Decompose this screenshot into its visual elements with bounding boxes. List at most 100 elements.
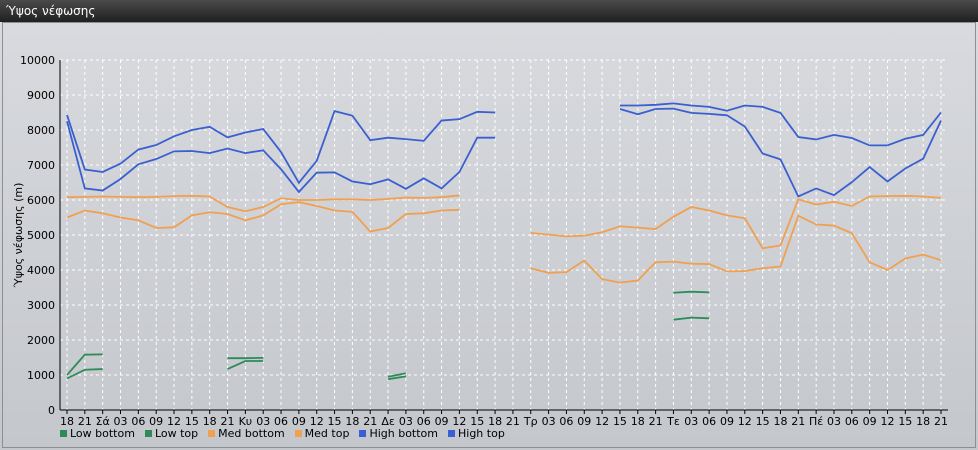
x-tick-label: 09 [292,415,306,428]
legend-item: High top [448,425,505,441]
legend-label: High bottom [369,426,438,440]
x-tick-label: 06 [417,415,431,428]
x-tick-label: 09 [863,415,877,428]
low-top-line [673,290,710,294]
chart-legend: Low bottom Low top Med bottom Med top High b… [60,425,505,441]
med-bottom-line [66,201,460,233]
x-tick-label: 18 [345,415,359,428]
x-tick-label: 21 [791,415,805,428]
low-top-line [66,353,103,376]
y-tick-label: 3000 [27,299,55,312]
y-tick-label: 4000 [27,264,55,277]
high-bottom-line [66,121,496,194]
x-tick-label: 12 [167,415,181,428]
y-tick-label: 7000 [27,159,55,172]
high-top-line [66,110,496,185]
x-tick-label: 21 [221,415,235,428]
x-tick-label: 12 [452,415,466,428]
x-tick-label: Κυ [239,415,253,428]
x-tick-label: 03 [827,415,841,428]
x-tick-label: 03 [114,415,128,428]
x-tick-label: 12 [595,415,609,428]
x-tick-label: 21 [78,415,92,428]
x-tick-label: Πέ [809,415,823,428]
x-tick-label: 06 [702,415,716,428]
x-tick-label: 21 [649,415,663,428]
x-tick-label: 12 [310,415,324,428]
x-tick-label: 03 [684,415,698,428]
x-tick-label: 15 [898,415,912,428]
x-tick-label: 06 [274,415,288,428]
legend-item: Low top [144,425,199,441]
window-title: Ύψος νέφωσης [0,0,978,22]
y-tick-label: 10000 [20,54,55,67]
low-bottom-line [387,375,407,381]
x-tick-label: Τρ [523,415,538,428]
x-tick-label: 06 [845,415,859,428]
x-tick-label: 15 [328,415,342,428]
y-tick-label: 2000 [27,334,55,347]
legend-swatch [359,429,367,437]
legend-swatch [294,429,302,437]
legend-label: High top [458,426,505,440]
x-tick-label: 03 [399,415,413,428]
low-top-line [387,372,407,378]
x-tick-label: 18 [631,415,645,428]
y-tick-label: 8000 [27,124,55,137]
y-tick-label: 6000 [27,194,55,207]
legend-label: Med top [304,426,350,440]
x-tick-label: 18 [916,415,930,428]
legend-swatch [448,429,455,437]
med-bottom-line [530,214,942,284]
x-tick-label: 03 [256,415,270,428]
high-top-line [619,102,942,147]
x-tick-label: 15 [470,415,484,428]
low-bottom-line [227,360,264,370]
x-tick-label: Σά [96,415,110,428]
legend-item: Med bottom [208,425,285,441]
med-top-line [66,194,460,213]
low-bottom-line [66,368,103,380]
x-tick-label: 06 [559,415,573,428]
x-tick-label: 18 [488,415,502,428]
low-bottom-line [673,316,710,321]
y-tick-label: 0 [48,404,55,417]
x-tick-label: 03 [542,415,556,428]
x-tick-label: 15 [613,415,627,428]
x-tick-label: 12 [738,415,752,428]
high-bottom-line [619,107,942,198]
x-tick-label: 09 [577,415,591,428]
med-top-line [530,194,942,250]
x-tick-label: 12 [880,415,894,428]
legend-label: Med bottom [218,426,285,440]
x-tick-label: 09 [720,415,734,428]
x-tick-label: 09 [435,415,449,428]
chart-panel [2,22,976,448]
x-tick-label: 09 [149,415,163,428]
x-tick-label: Τε [666,415,680,428]
y-tick-label: 1000 [27,369,55,382]
legend-item: Low bottom [60,425,135,441]
x-tick-label: 18 [60,415,74,428]
x-tick-label: 21 [506,415,520,428]
x-tick-label: 18 [773,415,787,428]
y-tick-label: 5000 [27,229,55,242]
legend-swatch [208,429,216,437]
x-tick-label: 18 [203,415,217,428]
legend-item: Med top [294,425,350,441]
legend-swatch [60,429,67,437]
legend-label: Low bottom [70,426,135,440]
x-tick-label: 06 [131,415,145,428]
y-axis-label: Ύψος νέφωσης (m) [12,183,25,289]
y-tick-label: 9000 [27,89,55,102]
x-tick-label: 21 [934,415,948,428]
x-tick-label: 15 [185,415,199,428]
legend-item: High bottom [359,425,438,441]
x-tick-label: 15 [756,415,770,428]
x-tick-label: Δε [381,415,395,428]
x-tick-label: 21 [363,415,377,428]
legend-swatch [144,429,152,437]
legend-label: Low top [154,426,199,440]
